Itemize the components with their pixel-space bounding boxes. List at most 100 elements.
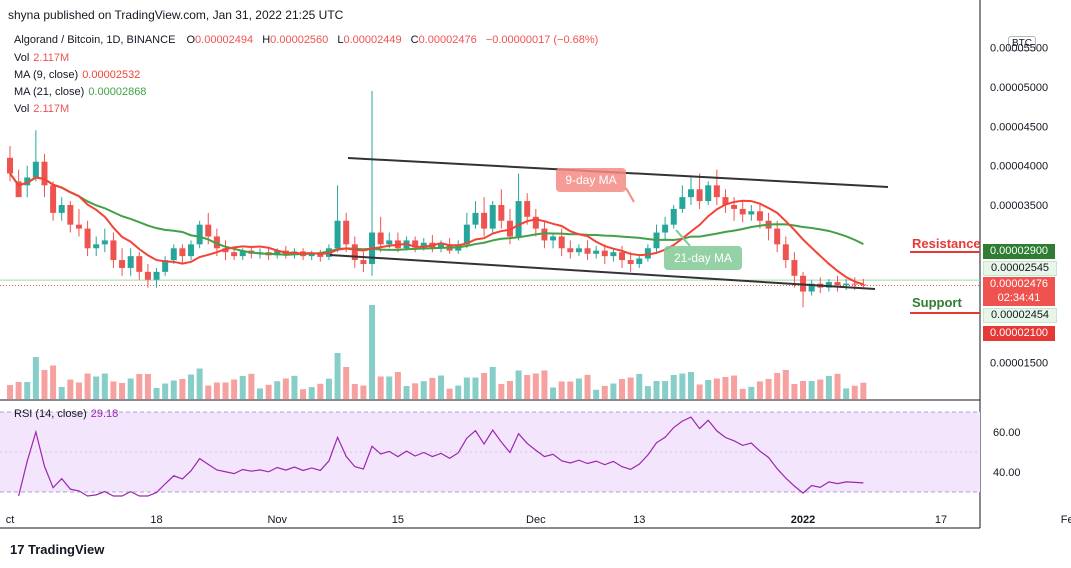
volume-bar	[843, 388, 850, 399]
volume-bar	[144, 374, 151, 399]
change-value: −0.00000017 (−0.68%)	[485, 34, 599, 46]
support-label: Support	[912, 295, 962, 310]
candle-body	[386, 240, 393, 245]
candle-body	[696, 189, 703, 202]
candle-body	[619, 252, 626, 261]
candle-body	[687, 189, 694, 198]
candle-body	[420, 242, 427, 248]
volume-bar	[705, 380, 712, 399]
candle-body	[15, 181, 22, 198]
volume-bar	[248, 373, 255, 399]
volume-bar	[541, 370, 548, 399]
volume-bar	[412, 383, 419, 399]
ma9-legend[interactable]: MA (9, close) 0.00002532	[14, 69, 140, 81]
ma21-value: 0.00002868	[88, 86, 147, 98]
candle-body	[75, 224, 82, 229]
candle-body	[153, 271, 160, 280]
candle-body	[627, 260, 634, 264]
volume-bar	[498, 384, 505, 399]
volume-bar	[644, 386, 651, 399]
candle-body	[438, 244, 444, 249]
price-tick-label: 0.00001500	[990, 357, 1048, 369]
low-value: 0.00002449	[343, 34, 402, 46]
symbol-label[interactable]: Algorand / Bitcoin, 1D, BINANCE	[14, 34, 176, 46]
volume-bar	[532, 373, 539, 399]
rsi-legend[interactable]: RSI (14, close) 29.18	[14, 408, 118, 420]
volume-bar	[213, 382, 220, 399]
time-tick-label: 18	[150, 514, 162, 526]
candle-body	[748, 211, 755, 215]
candle-body	[412, 240, 419, 248]
time-tick-label: Dec	[526, 514, 546, 526]
candle-body	[489, 205, 496, 229]
volume-bar	[834, 373, 841, 399]
volume-bar	[188, 374, 195, 399]
ma21-tag-pointer	[675, 229, 691, 247]
volume-bar	[687, 372, 694, 399]
candle-body	[274, 250, 281, 256]
volume-bar	[360, 385, 367, 399]
candle-body	[213, 236, 220, 249]
ma21-tag: 21-day MA	[664, 246, 742, 270]
high-label: H	[262, 34, 271, 46]
price-box: 02:34:41	[983, 291, 1055, 306]
candle-body	[524, 201, 531, 217]
volume-bar	[325, 378, 332, 399]
volume-bar	[756, 381, 763, 399]
vol2-label: Vol	[14, 103, 30, 115]
price-box: 0.00002454	[983, 308, 1057, 323]
volume-bar	[377, 376, 384, 399]
volume-bar	[369, 305, 376, 399]
volume-bar	[222, 382, 229, 399]
candle-body	[334, 220, 341, 249]
candle-body	[119, 260, 126, 268]
volume-bar	[679, 373, 686, 399]
volume-bar	[93, 376, 100, 399]
volume-bar	[446, 388, 453, 399]
ma21-tag-box	[664, 246, 742, 270]
time-tick-label: 2022	[791, 514, 815, 526]
time-tick-label: Feb	[1061, 514, 1071, 526]
open-label: O	[186, 34, 196, 46]
publish-header: shyna published on TradingView.com, Jan …	[8, 8, 344, 22]
volume-bar	[403, 386, 410, 399]
volume-bar	[231, 379, 238, 399]
price-tick-label: 0.00004000	[990, 161, 1048, 173]
volume-bar	[791, 384, 798, 399]
volume-bar	[636, 373, 643, 399]
candle-body	[463, 224, 470, 245]
volume-bar	[575, 378, 582, 399]
volume-bar	[506, 381, 513, 399]
open-value: 0.00002494	[195, 34, 254, 46]
volume-bar	[274, 381, 281, 399]
vol2-value: 2.117M	[33, 103, 70, 115]
currency-badge[interactable]: BTC	[1008, 36, 1036, 51]
candle-body	[308, 253, 315, 257]
volume-bar	[50, 365, 57, 399]
vol2-legend[interactable]: Vol 2.117M	[14, 103, 69, 115]
volume-bar	[558, 381, 565, 399]
candle-body	[791, 260, 798, 276]
tradingview-logo[interactable]: 17 TradingView	[10, 542, 104, 557]
time-tick-label: 13	[633, 514, 645, 526]
volume-bar	[153, 388, 160, 399]
time-tick-label: Nov	[267, 514, 287, 526]
volume-bar	[291, 375, 298, 399]
ma9-tag-text: 9-day MA	[565, 173, 616, 187]
candle-body	[205, 224, 212, 237]
candle-body	[58, 205, 65, 213]
ma21-legend[interactable]: MA (21, close) 0.00002868	[14, 86, 146, 98]
volume-bar	[75, 382, 82, 399]
price-box: 0.00002900	[983, 244, 1055, 259]
volume-bar	[300, 389, 307, 399]
candle-body	[636, 258, 643, 264]
vol-legend[interactable]: Vol 2.117M	[14, 52, 69, 64]
annotations: 9-day MA 21-day MA Resistance Support	[556, 168, 981, 314]
rsi-pane	[0, 411, 980, 497]
candle-body	[170, 248, 177, 261]
candle-body	[222, 248, 229, 253]
volume-bar	[110, 381, 117, 399]
candle-body	[472, 212, 479, 225]
volume-bar	[584, 374, 591, 399]
